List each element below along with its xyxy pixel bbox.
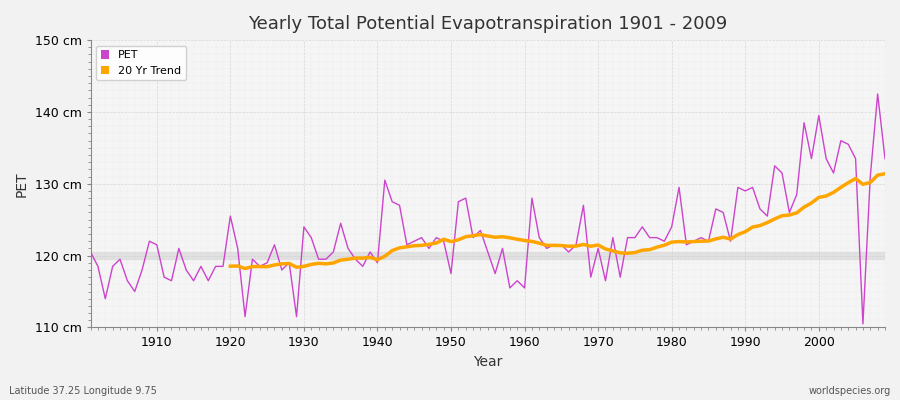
Line: 20 Yr Trend: 20 Yr Trend [230, 174, 885, 268]
PET [144, 239, 155, 244]
Line: PET: PET [91, 94, 885, 324]
Text: worldspecies.org: worldspecies.org [809, 386, 891, 396]
PET [608, 235, 618, 240]
20 Yr Trend [777, 213, 788, 218]
20 Yr Trend [688, 239, 699, 244]
Title: Yearly Total Potential Evapotranspiration 1901 - 2009: Yearly Total Potential Evapotranspiratio… [248, 15, 727, 33]
20 Yr Trend [879, 171, 890, 176]
PET [306, 235, 317, 240]
Y-axis label: PET: PET [15, 171, 29, 196]
20 Yr Trend [225, 264, 236, 268]
X-axis label: Year: Year [473, 355, 502, 369]
PET [519, 286, 530, 290]
20 Yr Trend [239, 266, 250, 271]
PET [879, 156, 890, 161]
Text: Latitude 37.25 Longitude 9.75: Latitude 37.25 Longitude 9.75 [9, 386, 157, 396]
PET [86, 250, 96, 254]
PET [350, 257, 361, 262]
20 Yr Trend [858, 182, 868, 187]
PET [512, 278, 523, 283]
PET [872, 92, 883, 96]
Legend: PET, 20 Yr Trend: PET, 20 Yr Trend [96, 46, 186, 80]
20 Yr Trend [431, 241, 442, 246]
PET [858, 322, 868, 326]
20 Yr Trend [791, 210, 802, 215]
Bar [91, 252, 885, 259]
20 Yr Trend [320, 262, 331, 266]
